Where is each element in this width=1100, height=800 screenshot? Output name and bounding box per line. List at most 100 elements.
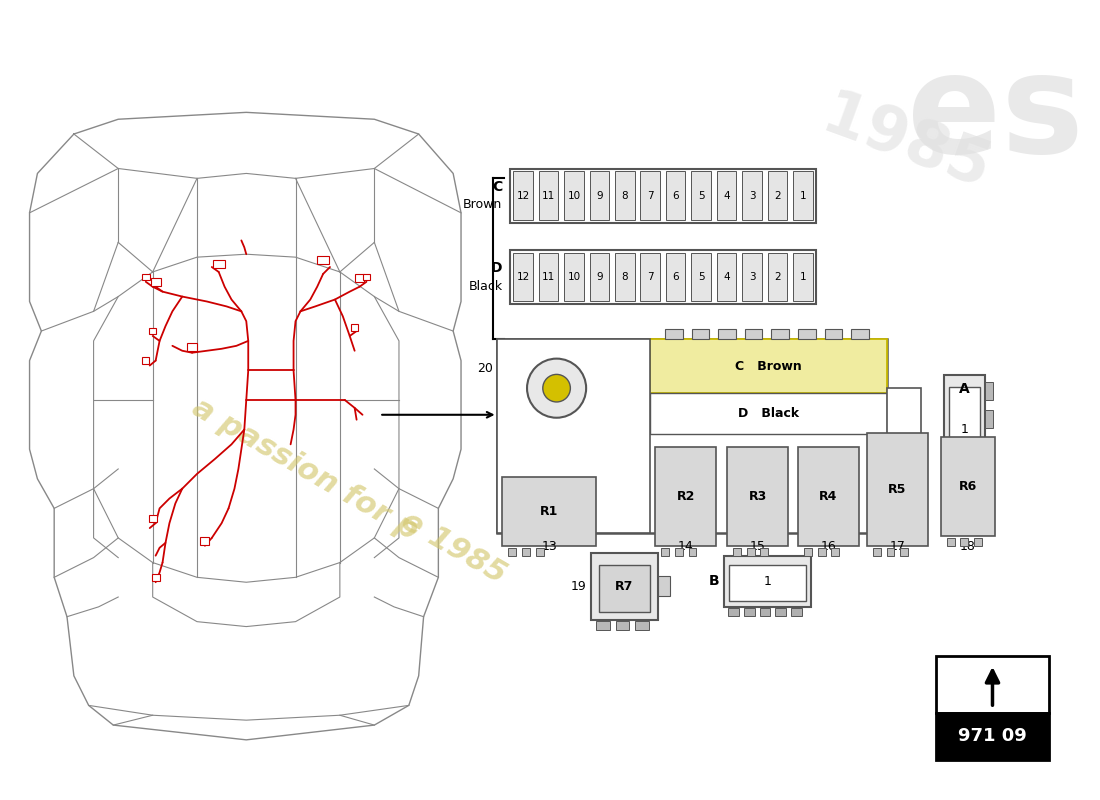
Text: 1: 1 bbox=[800, 272, 806, 282]
Bar bbox=[940, 438, 996, 536]
Bar bbox=[887, 548, 894, 556]
Bar bbox=[724, 556, 811, 607]
Bar bbox=[514, 254, 532, 302]
Text: 7: 7 bbox=[647, 190, 653, 201]
Bar bbox=[728, 608, 739, 616]
Bar bbox=[817, 548, 825, 556]
Text: 1: 1 bbox=[763, 574, 771, 588]
Bar bbox=[729, 566, 806, 601]
Text: e 1985: e 1985 bbox=[396, 506, 510, 590]
Bar bbox=[948, 387, 980, 476]
Bar bbox=[744, 608, 755, 616]
Bar bbox=[851, 329, 869, 339]
Bar bbox=[497, 339, 887, 533]
Bar bbox=[759, 608, 770, 616]
Bar bbox=[887, 388, 921, 516]
Text: R2: R2 bbox=[676, 490, 695, 503]
Bar bbox=[986, 410, 993, 427]
Text: 17: 17 bbox=[890, 540, 905, 554]
Bar bbox=[151, 278, 161, 286]
Text: es: es bbox=[906, 47, 1084, 182]
Text: 3: 3 bbox=[749, 272, 756, 282]
Bar bbox=[658, 576, 670, 596]
Bar bbox=[718, 329, 736, 339]
Text: 10: 10 bbox=[568, 190, 581, 201]
Circle shape bbox=[527, 358, 586, 418]
Text: 6: 6 bbox=[672, 272, 679, 282]
Bar bbox=[661, 548, 669, 556]
Text: R5: R5 bbox=[888, 482, 906, 496]
Bar bbox=[936, 656, 1049, 713]
Text: a passion for p: a passion for p bbox=[187, 393, 424, 546]
Text: 20: 20 bbox=[476, 362, 493, 375]
Text: 5: 5 bbox=[697, 190, 704, 201]
Text: 1985: 1985 bbox=[814, 86, 998, 202]
Bar bbox=[539, 171, 558, 220]
Bar bbox=[867, 433, 928, 546]
Bar bbox=[351, 324, 359, 330]
Circle shape bbox=[542, 374, 571, 402]
Text: 9: 9 bbox=[596, 272, 603, 282]
Bar bbox=[508, 548, 516, 556]
Text: A: A bbox=[959, 382, 970, 396]
Bar bbox=[692, 171, 711, 220]
Bar bbox=[798, 329, 816, 339]
Text: B: B bbox=[708, 574, 719, 588]
Bar bbox=[666, 171, 685, 220]
Bar bbox=[564, 254, 584, 302]
Bar bbox=[872, 548, 881, 556]
Text: 1: 1 bbox=[960, 423, 968, 436]
Bar bbox=[514, 171, 532, 220]
Text: 4: 4 bbox=[724, 272, 730, 282]
Bar bbox=[503, 477, 596, 546]
Bar bbox=[745, 329, 762, 339]
Bar bbox=[960, 538, 968, 546]
Text: C: C bbox=[492, 179, 503, 194]
Bar bbox=[650, 339, 887, 393]
Bar bbox=[674, 548, 683, 556]
Text: R4: R4 bbox=[820, 490, 838, 503]
Bar bbox=[142, 274, 150, 280]
Text: Black: Black bbox=[469, 280, 503, 293]
Text: C   Brown: C Brown bbox=[735, 359, 802, 373]
Bar bbox=[689, 548, 696, 556]
Bar bbox=[666, 254, 685, 302]
Text: 10: 10 bbox=[568, 272, 581, 282]
Bar bbox=[936, 713, 1049, 759]
Bar bbox=[733, 548, 740, 556]
Bar bbox=[564, 171, 584, 220]
Text: R3: R3 bbox=[748, 490, 767, 503]
Bar bbox=[640, 171, 660, 220]
Text: 15: 15 bbox=[749, 540, 766, 554]
Bar bbox=[150, 327, 156, 334]
Bar bbox=[317, 256, 329, 264]
Text: Brown: Brown bbox=[463, 198, 503, 211]
Text: 18: 18 bbox=[960, 540, 976, 554]
Bar bbox=[615, 254, 635, 302]
Bar bbox=[664, 329, 683, 339]
Bar bbox=[727, 447, 788, 546]
Bar bbox=[616, 621, 629, 630]
Text: 13: 13 bbox=[541, 540, 557, 554]
Text: 16: 16 bbox=[821, 540, 836, 554]
Text: 14: 14 bbox=[678, 540, 693, 554]
Bar bbox=[497, 339, 650, 533]
Bar bbox=[148, 514, 156, 522]
Bar bbox=[975, 538, 982, 546]
Text: 11: 11 bbox=[542, 272, 556, 282]
Bar bbox=[901, 548, 909, 556]
Bar bbox=[590, 254, 609, 302]
Bar bbox=[598, 565, 650, 612]
Bar bbox=[692, 254, 711, 302]
Text: 11: 11 bbox=[542, 190, 556, 201]
Bar bbox=[832, 548, 839, 556]
Text: 2: 2 bbox=[774, 272, 781, 282]
Text: R6: R6 bbox=[959, 480, 977, 493]
Bar bbox=[825, 329, 843, 339]
Bar bbox=[771, 329, 789, 339]
Bar bbox=[776, 608, 786, 616]
Bar bbox=[768, 254, 788, 302]
Bar bbox=[760, 548, 769, 556]
Text: 6: 6 bbox=[672, 190, 679, 201]
Bar bbox=[536, 548, 543, 556]
